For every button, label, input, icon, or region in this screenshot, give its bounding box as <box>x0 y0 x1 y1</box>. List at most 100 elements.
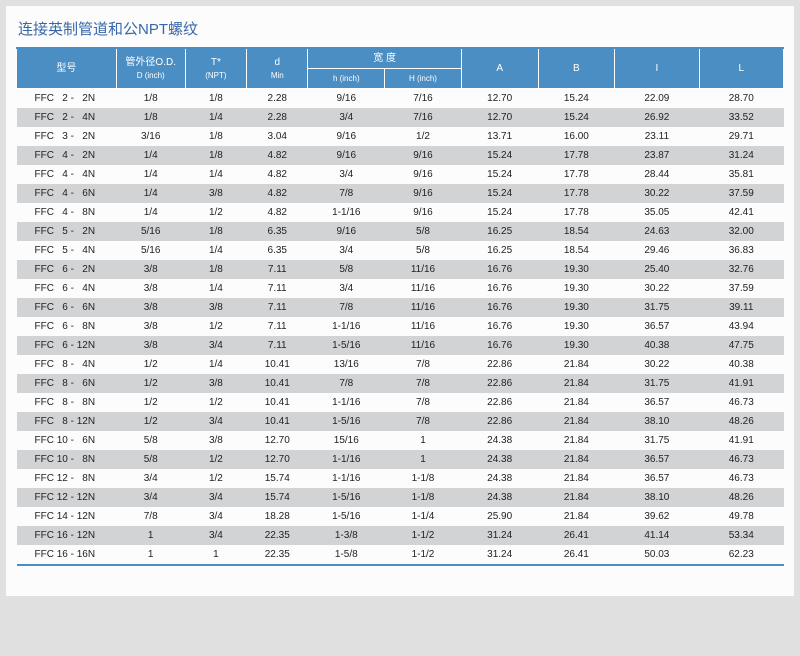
cell-L: 48.26 <box>699 488 783 507</box>
cell-h: 3/4 <box>308 108 385 127</box>
cell-model: FFC 4 - 4N <box>17 165 117 184</box>
cell-t: 1/8 <box>185 146 246 165</box>
cell-h: 1-1/16 <box>308 393 385 412</box>
cell-H: 11/16 <box>385 298 462 317</box>
cell-A: 22.86 <box>461 393 538 412</box>
cell-L: 39.11 <box>699 298 783 317</box>
table-row: FFC 6 - 6N3/83/87.117/811/1616.7619.3031… <box>17 298 784 317</box>
cell-h: 1-5/8 <box>308 545 385 565</box>
cell-I: 23.87 <box>615 146 699 165</box>
cell-A: 15.24 <box>461 203 538 222</box>
cell-model: FFC 10 - 8N <box>17 450 117 469</box>
cell-I: 38.10 <box>615 488 699 507</box>
cell-H: 7/8 <box>385 374 462 393</box>
cell-d: 2.28 <box>247 89 308 109</box>
cell-A: 12.70 <box>461 89 538 109</box>
cell-L: 37.59 <box>699 279 783 298</box>
table-row: FFC 8 - 6N1/23/810.417/87/822.8621.8431.… <box>17 374 784 393</box>
cell-od: 1 <box>116 545 185 565</box>
cell-d: 22.35 <box>247 526 308 545</box>
cell-L: 40.38 <box>699 355 783 374</box>
cell-od: 1/4 <box>116 146 185 165</box>
th-L: L <box>699 48 783 89</box>
cell-d: 12.70 <box>247 450 308 469</box>
cell-od: 5/16 <box>116 222 185 241</box>
cell-A: 16.25 <box>461 241 538 260</box>
th-t-label: T* <box>211 57 221 68</box>
cell-model: FFC 5 - 4N <box>17 241 117 260</box>
cell-A: 31.24 <box>461 526 538 545</box>
cell-d: 10.41 <box>247 393 308 412</box>
cell-A: 16.76 <box>461 279 538 298</box>
cell-h: 3/4 <box>308 165 385 184</box>
th-t: T* (NPT) <box>185 48 246 89</box>
cell-I: 30.22 <box>615 355 699 374</box>
cell-L: 46.73 <box>699 469 783 488</box>
cell-H: 1-1/8 <box>385 488 462 507</box>
cell-H: 1-1/4 <box>385 507 462 526</box>
cell-A: 15.24 <box>461 146 538 165</box>
th-B: B <box>538 48 615 89</box>
cell-h: 9/16 <box>308 222 385 241</box>
table-row: FFC 4 - 4N1/41/44.823/49/1615.2417.7828.… <box>17 165 784 184</box>
cell-I: 28.44 <box>615 165 699 184</box>
cell-model: FFC 8 - 12N <box>17 412 117 431</box>
cell-t: 1/8 <box>185 89 246 109</box>
cell-B: 15.24 <box>538 89 615 109</box>
cell-H: 11/16 <box>385 279 462 298</box>
th-width: 宽 度 <box>308 48 461 69</box>
cell-model: FFC 2 - 4N <box>17 108 117 127</box>
cell-B: 17.78 <box>538 184 615 203</box>
cell-od: 5/16 <box>116 241 185 260</box>
cell-I: 41.14 <box>615 526 699 545</box>
cell-H: 7/8 <box>385 412 462 431</box>
cell-d: 4.82 <box>247 203 308 222</box>
cell-A: 15.24 <box>461 165 538 184</box>
cell-od: 1/8 <box>116 108 185 127</box>
cell-L: 32.76 <box>699 260 783 279</box>
cell-I: 24.63 <box>615 222 699 241</box>
cell-L: 49.78 <box>699 507 783 526</box>
cell-L: 46.73 <box>699 393 783 412</box>
cell-od: 3/8 <box>116 279 185 298</box>
cell-model: FFC 6 - 12N <box>17 336 117 355</box>
cell-B: 18.54 <box>538 222 615 241</box>
cell-od: 1/8 <box>116 89 185 109</box>
cell-model: FFC 8 - 6N <box>17 374 117 393</box>
th-H-label: H (inch) <box>409 74 437 83</box>
cell-H: 1 <box>385 431 462 450</box>
cell-model: FFC 14 - 12N <box>17 507 117 526</box>
cell-H: 11/16 <box>385 317 462 336</box>
cell-L: 47.75 <box>699 336 783 355</box>
cell-t: 1/8 <box>185 260 246 279</box>
cell-L: 35.81 <box>699 165 783 184</box>
cell-A: 13.71 <box>461 127 538 146</box>
cell-B: 21.84 <box>538 488 615 507</box>
cell-h: 1-1/16 <box>308 469 385 488</box>
cell-d: 6.35 <box>247 222 308 241</box>
cell-A: 25.90 <box>461 507 538 526</box>
cell-B: 15.24 <box>538 108 615 127</box>
cell-L: 41.91 <box>699 431 783 450</box>
cell-I: 22.09 <box>615 89 699 109</box>
table-row: FFC 8 - 12N1/23/410.411-5/167/822.8621.8… <box>17 412 784 431</box>
cell-I: 36.57 <box>615 450 699 469</box>
cell-L: 46.73 <box>699 450 783 469</box>
page-title: 连接英制管道和公NPT螺纹 <box>16 14 784 47</box>
cell-model: FFC 2 - 2N <box>17 89 117 109</box>
cell-d: 3.04 <box>247 127 308 146</box>
table-row: FFC 10 - 6N5/83/812.7015/16124.3821.8431… <box>17 431 784 450</box>
cell-L: 41.91 <box>699 374 783 393</box>
cell-model: FFC 4 - 6N <box>17 184 117 203</box>
cell-h: 7/8 <box>308 374 385 393</box>
cell-H: 9/16 <box>385 184 462 203</box>
cell-I: 23.11 <box>615 127 699 146</box>
cell-model: FFC 3 - 2N <box>17 127 117 146</box>
cell-od: 3/4 <box>116 469 185 488</box>
cell-I: 36.57 <box>615 317 699 336</box>
cell-A: 12.70 <box>461 108 538 127</box>
table-row: FFC 8 - 4N1/21/410.4113/167/822.8621.843… <box>17 355 784 374</box>
cell-t: 1/4 <box>185 241 246 260</box>
cell-L: 37.59 <box>699 184 783 203</box>
cell-d: 7.11 <box>247 298 308 317</box>
